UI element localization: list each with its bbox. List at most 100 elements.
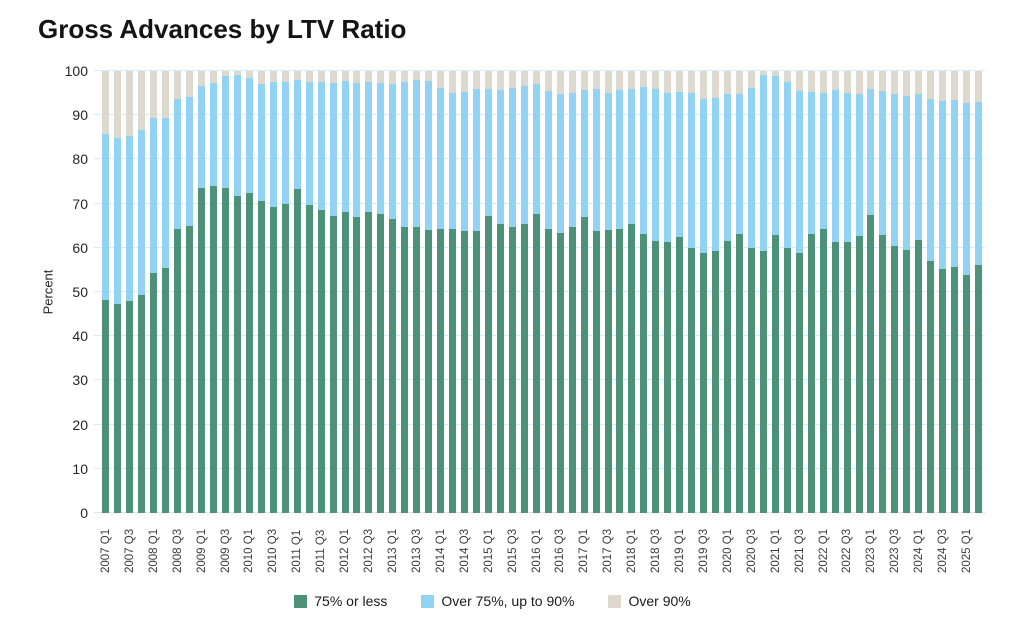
segment-over-75-up-to-90- bbox=[580, 90, 588, 217]
segment-75-or-less bbox=[819, 229, 827, 513]
segment-over-90- bbox=[520, 71, 528, 87]
bar-2015-q2 bbox=[494, 71, 506, 513]
segment-over-90- bbox=[245, 71, 253, 78]
legend-swatch-icon bbox=[294, 594, 308, 608]
y-axis-label-40: 40 bbox=[72, 328, 88, 345]
bar-2024-q2 bbox=[925, 71, 937, 513]
bar-2021-q2 bbox=[781, 71, 793, 513]
y-axis-label-60: 60 bbox=[72, 239, 88, 256]
segment-over-75-up-to-90- bbox=[401, 81, 409, 228]
bar-2010-q3 bbox=[267, 71, 279, 513]
bar-2012-q1 bbox=[339, 71, 351, 513]
gridline-50 bbox=[100, 291, 985, 292]
segment-75-or-less bbox=[473, 231, 481, 513]
segment-75-or-less bbox=[520, 223, 528, 513]
y-axis-labels: 0 10 20 30 40 50 60 70 80 90 100 bbox=[40, 63, 88, 521]
segment-75-or-less bbox=[508, 226, 516, 513]
segment-75-or-less bbox=[939, 269, 947, 513]
segment-over-75-up-to-90- bbox=[688, 92, 696, 249]
segment-over-90- bbox=[843, 71, 851, 93]
y-axis-label-100: 100 bbox=[64, 63, 88, 79]
legend: 75% or less Over 75%, up to 90% Over 90% bbox=[0, 593, 985, 609]
segment-over-75-up-to-90- bbox=[712, 98, 720, 251]
y-tick-60 bbox=[94, 246, 100, 248]
segment-75-or-less bbox=[783, 247, 791, 513]
bar-2018-q4 bbox=[662, 71, 674, 513]
gridline-20 bbox=[100, 423, 985, 425]
bar-2014-q3 bbox=[459, 71, 471, 513]
bar-2009-q2 bbox=[208, 71, 220, 513]
y-axis-label-10: 10 bbox=[72, 460, 88, 477]
legend-swatch-icon bbox=[421, 594, 435, 608]
segment-75-or-less bbox=[532, 214, 540, 513]
y-axis-label-20: 20 bbox=[72, 416, 88, 433]
segment-over-75-up-to-90- bbox=[664, 92, 672, 243]
x-axis-label-2010-q3: 2010 Q3 bbox=[267, 528, 280, 573]
segment-over-90- bbox=[162, 71, 170, 119]
segment-75-or-less bbox=[329, 216, 337, 513]
x-axis-label-2013-q3: 2013 Q3 bbox=[410, 528, 423, 573]
bar-2022-q2 bbox=[829, 71, 841, 513]
bar-2009-q1 bbox=[196, 71, 208, 513]
segment-over-90- bbox=[544, 71, 552, 92]
segment-over-75-up-to-90- bbox=[150, 117, 158, 273]
segment-over-75-up-to-90- bbox=[927, 98, 935, 262]
segment-over-75-up-to-90- bbox=[735, 93, 743, 234]
segment-over-90- bbox=[389, 71, 397, 84]
segment-over-75-up-to-90- bbox=[473, 89, 481, 232]
bar-2011-q2 bbox=[303, 71, 315, 513]
segment-75-or-less bbox=[150, 273, 158, 513]
y-tick-20 bbox=[94, 423, 100, 425]
bar-2007-q4 bbox=[136, 71, 148, 513]
segment-75-or-less bbox=[771, 234, 779, 513]
segment-over-90- bbox=[377, 71, 385, 83]
segment-over-90- bbox=[759, 71, 767, 75]
segment-over-75-up-to-90- bbox=[377, 82, 385, 215]
segment-over-75-up-to-90- bbox=[640, 86, 648, 234]
y-tick-100 bbox=[94, 70, 100, 71]
bar-2012-q4 bbox=[375, 71, 387, 513]
segment-over-90- bbox=[281, 71, 289, 82]
segment-over-90- bbox=[712, 71, 720, 99]
segment-over-90- bbox=[640, 71, 648, 87]
segment-over-90- bbox=[819, 71, 827, 93]
bar-2016-q2 bbox=[542, 71, 554, 513]
gridline-60 bbox=[100, 246, 985, 248]
segment-75-or-less bbox=[759, 250, 767, 513]
segment-over-75-up-to-90- bbox=[198, 85, 206, 188]
segment-over-75-up-to-90- bbox=[413, 80, 421, 227]
segment-75-or-less bbox=[425, 230, 433, 513]
segment-over-75-up-to-90- bbox=[879, 90, 887, 235]
segment-over-90- bbox=[293, 71, 301, 80]
x-axis-label-2010-q1: 2010 Q1 bbox=[243, 528, 256, 573]
x-axis-label-2013-q1: 2013 Q1 bbox=[387, 528, 399, 573]
legend-item-over-75-up-to-90-: Over 75%, up to 90% bbox=[421, 593, 574, 609]
x-axis-label-2017-q1: 2017 Q1 bbox=[578, 528, 591, 573]
bar-2019-q1 bbox=[674, 71, 686, 513]
segment-over-75-up-to-90- bbox=[915, 94, 923, 241]
segment-over-75-up-to-90- bbox=[676, 92, 684, 237]
x-axis-label-2024-q1: 2024 Q1 bbox=[913, 528, 926, 573]
segment-over-75-up-to-90- bbox=[257, 83, 265, 202]
bar-2014-q4 bbox=[471, 71, 483, 513]
y-axis-label-90: 90 bbox=[72, 107, 88, 124]
segment-75-or-less bbox=[222, 188, 229, 513]
bar-2021-q3 bbox=[793, 71, 805, 513]
segment-75-or-less bbox=[413, 226, 421, 513]
segment-75-or-less bbox=[855, 236, 863, 513]
x-axis-label-2018-q1: 2018 Q1 bbox=[626, 528, 639, 573]
segment-75-or-less bbox=[664, 242, 672, 513]
segment-over-90- bbox=[676, 71, 684, 93]
segment-75-or-less bbox=[831, 241, 839, 513]
segment-over-90- bbox=[269, 71, 277, 82]
segment-over-75-up-to-90- bbox=[771, 75, 779, 235]
x-axis-label-2014-q1: 2014 Q1 bbox=[434, 528, 447, 573]
bar-2008-q3 bbox=[172, 71, 184, 513]
segment-75-or-less bbox=[592, 231, 600, 513]
segment-over-90- bbox=[473, 71, 481, 90]
segment-75-or-less bbox=[305, 204, 313, 513]
bar-2017-q2 bbox=[590, 71, 602, 513]
segment-over-75-up-to-90- bbox=[114, 137, 122, 304]
segment-over-90- bbox=[867, 71, 875, 89]
segment-over-90- bbox=[556, 71, 564, 94]
